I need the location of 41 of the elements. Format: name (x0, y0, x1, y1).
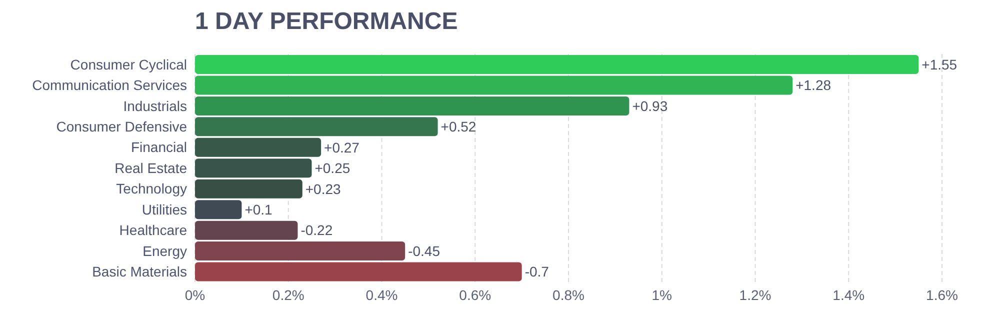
data-label: +0.93 (632, 98, 668, 114)
bar (195, 96, 630, 116)
y-tick-label: Financial (130, 139, 187, 156)
y-tick-label: Utilities (142, 201, 187, 218)
bar (195, 200, 242, 220)
y-tick-label: Industrials (123, 98, 187, 114)
bar (195, 117, 438, 136)
data-label: -0.45 (408, 242, 440, 259)
x-tick-label: 0.2% (272, 286, 304, 303)
x-tick-label: 0% (184, 286, 206, 303)
x-tick-label: 0.8% (552, 286, 584, 303)
data-label: +0.52 (440, 118, 476, 135)
data-label: +0.25 (314, 160, 350, 176)
y-tick-label: Basic Materials (92, 264, 187, 280)
x-tick-label: 0.4% (366, 286, 398, 303)
y-tick-label: Healthcare (119, 222, 188, 238)
y-tick-label: Real Estate (114, 160, 188, 176)
chart-title: 1 DAY PERFORMANCE (195, 8, 459, 37)
bar (195, 242, 406, 261)
data-label: +1.55 (922, 56, 958, 72)
x-tick-label: 1.6% (926, 286, 958, 303)
x-tick-label: 0.6% (459, 286, 492, 303)
bar (195, 55, 919, 74)
bar (195, 262, 522, 282)
y-tick-label: Technology (116, 180, 187, 197)
bar (195, 179, 302, 198)
bar (195, 220, 298, 240)
x-tick-label: 1.4% (832, 286, 865, 303)
data-label: +0.1 (244, 201, 273, 218)
y-tick-label: Consumer Cyclical (70, 56, 187, 72)
y-tick-label: Energy (142, 242, 187, 259)
data-label: +1.28 (796, 77, 832, 94)
y-tick-label: Communication Services (32, 77, 187, 94)
x-tick-label: 1.2% (739, 286, 772, 303)
x-tick-label: 1% (652, 286, 672, 303)
y-tick-label: Consumer Defensive (56, 118, 188, 135)
data-label: -0.22 (300, 222, 333, 238)
data-label: -0.7 (524, 264, 550, 280)
data-label: +0.23 (305, 180, 342, 197)
bar (195, 76, 793, 95)
data-label: +0.27 (324, 139, 360, 156)
